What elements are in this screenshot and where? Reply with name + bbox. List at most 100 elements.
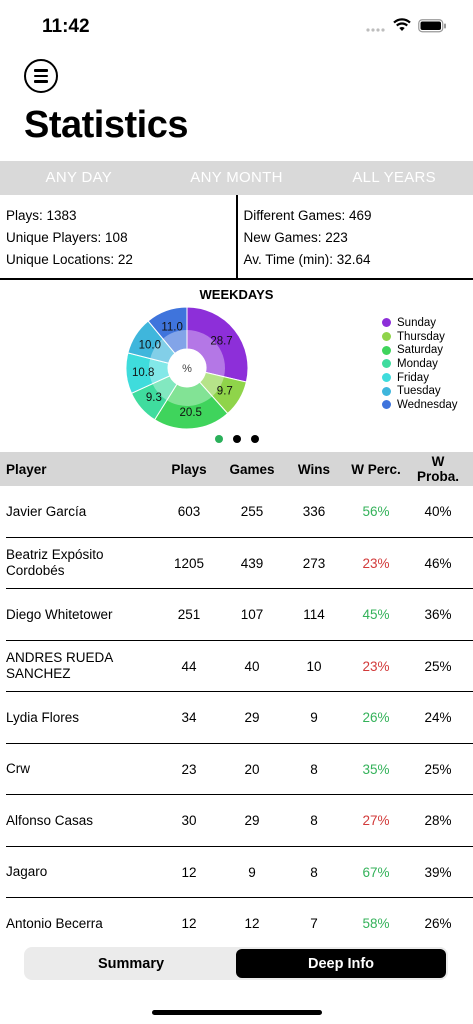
tab-deep-info[interactable]: Deep Info: [236, 949, 446, 978]
win-percentage-value: 35%: [362, 761, 390, 777]
page-dot[interactable]: [250, 435, 259, 443]
stat-different-games: Different Games: 469: [243, 208, 372, 223]
wins-value: 10: [306, 658, 322, 674]
legend-swatch: [382, 332, 391, 342]
legend-label: Friday: [397, 371, 429, 384]
win-percentage-value: 23%: [362, 658, 390, 674]
pie-label-thursday: 9.7: [217, 386, 233, 398]
chart-page-indicator[interactable]: [0, 435, 473, 443]
plays-value: 1205: [173, 555, 205, 571]
win-probability-value: 36%: [424, 607, 452, 623]
table-row[interactable]: Lydia Flores 34 29 9 26% 24%: [0, 692, 473, 744]
legend-swatch: [382, 318, 391, 328]
win-probability-value: 40%: [424, 504, 452, 520]
player-name: ANDRES RUEDA SANCHEZ: [6, 650, 113, 682]
weekdays-chart[interactable]: WEEKDAYS 28.7 9.7 20.5 9.3 10.8 10.0 11.0% Sun…: [0, 282, 473, 452]
win-probability-value: 39%: [424, 864, 452, 880]
header-win-probability[interactable]: W Proba.: [416, 454, 459, 484]
page-title: Statistics: [24, 104, 188, 146]
status-time: 11:42: [42, 16, 90, 37]
pie-label-sunday: 28.7: [210, 336, 232, 348]
menu-icon-line: [34, 74, 48, 78]
pie-slice-inner-tuesday: [150, 338, 175, 364]
games-value: 107: [240, 607, 264, 623]
players-table[interactable]: Javier García 603 255 336 56% 40% Beatriz Expó…: [0, 486, 473, 932]
legend-item-saturday: Saturday: [382, 343, 458, 357]
table-row[interactable]: Beatriz Expósito Cordobés 1205 439 273 23% 46…: [0, 538, 473, 590]
player-name: Jagaro: [6, 864, 48, 880]
filter-any-month[interactable]: ANY MONTH: [190, 169, 283, 186]
table-row[interactable]: ANDRES RUEDA SANCHEZ 44 40 10 23% 25%: [0, 641, 473, 693]
player-name: Alfonso Casas: [6, 812, 94, 828]
win-probability-value: 28%: [424, 813, 452, 829]
legend-item-sunday: Sunday: [382, 316, 458, 330]
pie-slice-inner-friday: [149, 358, 170, 384]
summary-right: Different Games: 469 New Games: 223 Av. …: [235, 195, 473, 278]
player-name: Lydia Flores: [6, 709, 80, 725]
legend-label: Saturday: [397, 344, 444, 357]
menu-icon-line: [34, 80, 48, 83]
table-row[interactable]: Diego Whitetower 251 107 114 45% 36%: [0, 589, 473, 641]
pie-slice-inner-wednesday: [162, 330, 187, 354]
legend-swatch: [382, 373, 391, 383]
summary-stats: Plays: 1383 Unique Players: 108 Unique L…: [0, 195, 473, 280]
table-row[interactable]: Alfonso Casas 30 29 8 27% 28%: [0, 795, 473, 847]
win-probability-value: 25%: [424, 658, 452, 674]
table-row[interactable]: Antonio Becerra 12 12 7 58% 26%: [0, 898, 473, 932]
win-percentage-value: 27%: [362, 813, 390, 829]
pie-slice-inner-thursday: [199, 372, 224, 397]
filter-any-day[interactable]: ANY DAY: [45, 169, 113, 186]
games-value: 9: [248, 864, 256, 880]
plays-value: 30: [181, 813, 197, 829]
table-row[interactable]: Javier García 603 255 336 56% 40%: [0, 486, 473, 538]
chart-title: WEEKDAYS: [199, 287, 274, 302]
legend-swatch: [382, 345, 391, 355]
pie-slice-inner-sunday: [187, 330, 225, 377]
pie-label-wednesday: 11.0: [161, 322, 183, 334]
header-games[interactable]: Games: [229, 461, 275, 477]
games-value: 40: [244, 658, 260, 674]
pie-label-saturday: 20.5: [180, 407, 202, 419]
filter-all-years[interactable]: ALL YEARS: [352, 169, 436, 186]
page-dot[interactable]: [232, 435, 241, 443]
menu-button[interactable]: [24, 59, 58, 93]
games-value: 29: [244, 813, 260, 829]
legend-label: Tuesday: [397, 385, 441, 398]
legend-item-monday: Monday: [382, 357, 458, 371]
header-wins[interactable]: Wins: [297, 461, 331, 477]
table-row[interactable]: Crw 23 20 8 35% 25%: [0, 744, 473, 796]
menu-icon-line: [34, 69, 48, 72]
summary-left: Plays: 1383 Unique Players: 108 Unique L…: [0, 195, 236, 278]
pie-label-tuesday: 10.0: [139, 339, 161, 351]
legend-label: Sunday: [397, 316, 437, 329]
legend-swatch: [382, 400, 391, 410]
home-indicator[interactable]: [152, 1010, 322, 1015]
header-plays[interactable]: Plays: [171, 461, 207, 477]
header-player[interactable]: Player: [6, 461, 47, 477]
wins-value: 8: [310, 813, 318, 829]
win-probability-value: 46%: [424, 555, 452, 571]
tab-summary[interactable]: Summary: [97, 955, 165, 972]
header-win-percentage[interactable]: W Perc.: [351, 461, 401, 477]
wins-value: 9: [310, 710, 318, 726]
plays-value: 44: [181, 658, 197, 674]
win-probability-value: 24%: [424, 710, 452, 726]
stat-new-games: New Games: 223: [243, 230, 348, 245]
legend-label: Monday: [397, 357, 438, 370]
wins-value: 7: [310, 916, 318, 932]
table-header: Player Plays Games Wins W Perc. W Proba.: [0, 452, 473, 486]
legend-item-thursday: Thursday: [382, 330, 458, 344]
page-dot[interactable]: [214, 435, 223, 443]
wins-value: 114: [303, 607, 325, 623]
win-percentage-value: 23%: [362, 555, 390, 571]
wins-value: 273: [302, 555, 326, 571]
player-name: Javier García: [6, 503, 87, 519]
chart-legend: Sunday Thursday Saturday Monday Friday Tuesda…: [382, 316, 458, 412]
weekdays-pie-chart: 28.7 9.7 20.5 9.3 10.8 10.011.0%: [125, 306, 249, 430]
pie-slice-inner-saturday: [166, 382, 213, 406]
legend-item-wednesday: Wednesday: [382, 398, 458, 412]
games-value: 29: [244, 710, 260, 726]
wifi-icon: [393, 18, 411, 31]
win-percentage-value: 58%: [362, 916, 390, 932]
table-row[interactable]: Jagaro 12 9 8 67% 39%: [0, 847, 473, 899]
